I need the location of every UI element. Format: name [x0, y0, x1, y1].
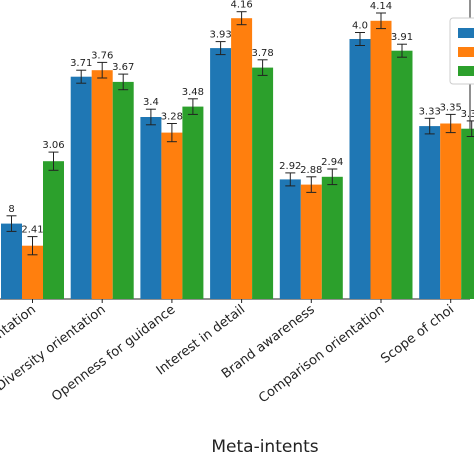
bar-0-1: [70, 76, 92, 299]
value-label-1-1: 3.76: [91, 50, 113, 61]
bar-2-4: [321, 176, 343, 299]
bar-0-6: [419, 126, 441, 299]
category-label-6: Scope of choi: [378, 302, 457, 367]
bar-1-1: [91, 70, 113, 299]
value-label-2-1: 3.67: [112, 62, 134, 73]
value-label-2-2: 3.48: [182, 87, 204, 98]
legend-swatch-0: [458, 28, 474, 38]
x-axis-label: Meta-intents: [211, 437, 318, 457]
value-label-0-5: 4.0: [352, 21, 368, 32]
value-label-0-0: 8: [8, 204, 14, 215]
bar-1-5: [370, 20, 392, 300]
value-label-1-4: 2.88: [300, 165, 322, 176]
value-label-1-5: 4.14: [370, 1, 392, 12]
bar-1-6: [440, 123, 462, 299]
bar-2-0: [43, 161, 64, 299]
bar-0-4: [279, 179, 301, 299]
value-label-2-4: 2.94: [321, 157, 343, 168]
bar-2-2: [182, 106, 204, 299]
value-label-0-4: 2.92: [279, 161, 301, 172]
category-label-5: Comparison orientation: [256, 302, 387, 406]
value-label-2-0: 3.06: [42, 140, 64, 151]
bar-0-0: [1, 223, 22, 299]
value-label-1-2: 3.28: [161, 112, 183, 123]
value-label-0-3: 3.93: [209, 30, 231, 41]
value-label-2-6: 3.31: [461, 109, 474, 120]
value-label-1-3: 4.16: [230, 0, 252, 11]
value-label-1-0: 2.41: [21, 225, 43, 236]
legend-swatch-1: [458, 47, 474, 57]
bar-1-4: [300, 184, 322, 299]
bar-2-6: [461, 128, 474, 299]
bar-1-0: [22, 245, 43, 299]
bar-2-1: [112, 81, 134, 300]
bar-0-2: [140, 117, 162, 299]
bar-0-3: [210, 48, 232, 299]
value-label-1-6: 3.35: [440, 102, 462, 113]
legend-swatch-2: [458, 66, 474, 76]
value-label-0-6: 3.33: [419, 106, 441, 117]
value-label-0-2: 3.4: [143, 97, 159, 108]
bar-2-3: [252, 67, 274, 299]
bar-2-5: [391, 50, 413, 300]
bar-1-2: [161, 132, 183, 299]
plot-area: 82.413.06ty orientation3.713.763.67Diver…: [0, 0, 474, 406]
category-label-2: Openness for guidance: [49, 302, 178, 404]
value-label-0-1: 3.71: [70, 58, 92, 69]
value-label-2-3: 3.78: [251, 48, 273, 59]
value-label-2-5: 3.91: [391, 32, 413, 43]
bar-1-3: [231, 18, 253, 299]
bar-0-5: [349, 39, 371, 299]
